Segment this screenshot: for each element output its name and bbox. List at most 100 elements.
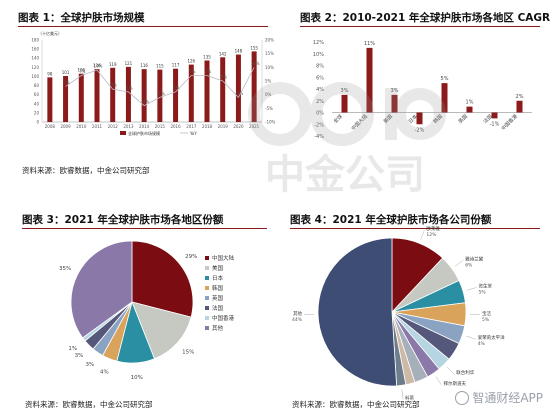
brand-icon (455, 391, 470, 405)
chart3-legend-swatch (205, 266, 209, 270)
chart1-bar (94, 69, 100, 122)
chart1-x-tick: 2010 (76, 124, 87, 129)
chart1-yoy-label: 10% (94, 64, 103, 69)
chart2-y-tick: 8% (316, 64, 324, 70)
chart1-yoy-label: 7% (205, 69, 212, 74)
chart2-y-tick: 0% (316, 111, 324, 117)
chart1-y-tick: 100 (31, 74, 39, 79)
chart4-slice-name: 联合利华 (456, 369, 474, 376)
chart1-bar-label: 142 (219, 51, 227, 56)
chart2-rule (300, 26, 540, 27)
chart1-bar-label: 155 (250, 45, 258, 50)
chart2-y-tick: 4% (316, 87, 324, 93)
chart2-y-tick: 2% (316, 99, 324, 105)
chart3-slice-label: 10% (131, 375, 143, 381)
chart1-yoy-line (65, 67, 255, 107)
chart4-slice-name: 宝洁 (482, 310, 491, 317)
chart1-x-tick: 2013 (123, 124, 134, 129)
chart3-legend-label: 韩国 (212, 284, 224, 292)
chart3-source: 资料来源：欧睿数据，中金公司研究部 (25, 400, 153, 409)
chart1-bar-label: 148 (235, 49, 243, 54)
chart1-yoy-label: 10% (251, 61, 260, 66)
brand-mark: 智通财经APP (455, 389, 543, 406)
chart1-x-tick: 2015 (155, 124, 166, 129)
chart1-x-tick: 2009 (60, 124, 71, 129)
chart1-svg: （十亿美元） 0 20 40 60 80 100 120 140 160 180 -10% -5% 0% 5… (31, 30, 275, 136)
chart4-source: 资料来源：欧睿数据，中金公司研究部 (292, 400, 420, 409)
chart2-bar-label: 11% (364, 41, 375, 47)
chart2-bar (416, 112, 423, 125)
chart1-x-tick: 2017 (186, 124, 197, 129)
chart2-bar (391, 94, 398, 113)
chart3-title: 图表 3：2021 年全球护肤市场各地区份额 (22, 214, 224, 226)
chart4-leader-line (401, 389, 404, 400)
chart1-y-tick: 80 (34, 83, 40, 88)
chart2-bar-label: 3% (391, 88, 399, 94)
chart3-slice-label: 1% (68, 346, 77, 352)
chart1-bar-label: 135 (203, 55, 211, 60)
chart2-x-tick: 英国 (457, 113, 469, 125)
chart1-bar (78, 73, 84, 122)
chart1-bar (204, 60, 210, 122)
chart3-legend-label: 美国 (212, 264, 224, 272)
chart1-x-tick: 2018 (202, 124, 213, 129)
chart2-bar (516, 100, 523, 113)
chart2-bar (366, 47, 373, 113)
chart1-y-axis-label: （十亿美元） (38, 30, 62, 36)
chart1-bar-label: 119 (109, 62, 117, 67)
chart2-title: 图表 2：2010-2021 年全球护肤市场各地区 CAGR (300, 12, 551, 24)
chart4-slice-label: 5% (479, 289, 487, 295)
chart1-x-tick: 2020 (233, 124, 244, 129)
chart1-y-tick: 0 (36, 120, 39, 125)
chart4-leader-line (420, 230, 425, 240)
chart4-slice-label: 6% (465, 262, 473, 268)
chart2-bar (466, 106, 473, 113)
chart1-rule (18, 26, 268, 27)
chart3-legend-label: 中国大陆 (212, 254, 235, 262)
chart4-slice-label: 4% (478, 341, 486, 347)
chart3-legend-label: 其他 (212, 324, 224, 332)
chart1-y-tick: 120 (31, 65, 39, 70)
chart1-bar-label: 98 (47, 71, 53, 76)
chart4-slice-label: 12% (426, 232, 437, 238)
chart4-slice-name: 科蒂 (405, 394, 414, 401)
chart1-y-tick: 180 (31, 38, 39, 43)
chart2-bar-label: 2% (516, 94, 524, 100)
chart4-leader-line (466, 335, 476, 340)
chart1-x-tick: 2014 (139, 124, 150, 129)
chart4-slice-name: 欧莱雅 (426, 225, 440, 232)
chart1-x-tick: 2008 (45, 124, 56, 129)
chart4-slice-label: 44% (292, 317, 303, 323)
chart1-x-tick: 2019 (218, 124, 229, 129)
chart1-legend-bar: 全球护肤市场规模 (128, 130, 160, 136)
chart1-bar (157, 69, 163, 122)
chart2-bar (441, 83, 448, 113)
chart3-legend-label: 英国 (212, 294, 224, 302)
chart1-y-tick: 20 (34, 110, 40, 115)
chart3-legend-swatch (205, 306, 209, 310)
chart3-rule (22, 228, 267, 229)
chart2-bar (341, 94, 348, 113)
chart4-leader-line (454, 260, 464, 267)
chart2-bar-label: 1% (466, 100, 474, 106)
chart1-bar-label: 117 (172, 63, 180, 68)
chart2-x-tick: 中国大陆 (350, 113, 369, 132)
chart1-bar (188, 64, 194, 122)
chart1-bar (220, 57, 226, 122)
chart3-legend-swatch (205, 286, 209, 290)
chart1-bar-label: 106 (77, 68, 85, 73)
chart4-slice-name: 爱茉莉太平洋 (478, 334, 505, 341)
chart3-slice (70, 240, 133, 339)
chart3-slice-label: 3% (75, 353, 84, 359)
chart3-legend-label: 日本 (212, 274, 224, 282)
chart3-legend-swatch (205, 296, 209, 300)
brand-text: 智通财经APP (472, 391, 543, 405)
chart3-slice-label: 15% (182, 350, 194, 356)
chart1-bar (173, 68, 179, 122)
chart1-y-tick: 40 (34, 101, 40, 106)
chart4-leader-line (447, 367, 455, 375)
chart1-yoy-label: 1% (126, 85, 133, 90)
chart1-yoy-label: -1% (157, 91, 165, 96)
chart3-slice-label: 3% (85, 362, 94, 368)
